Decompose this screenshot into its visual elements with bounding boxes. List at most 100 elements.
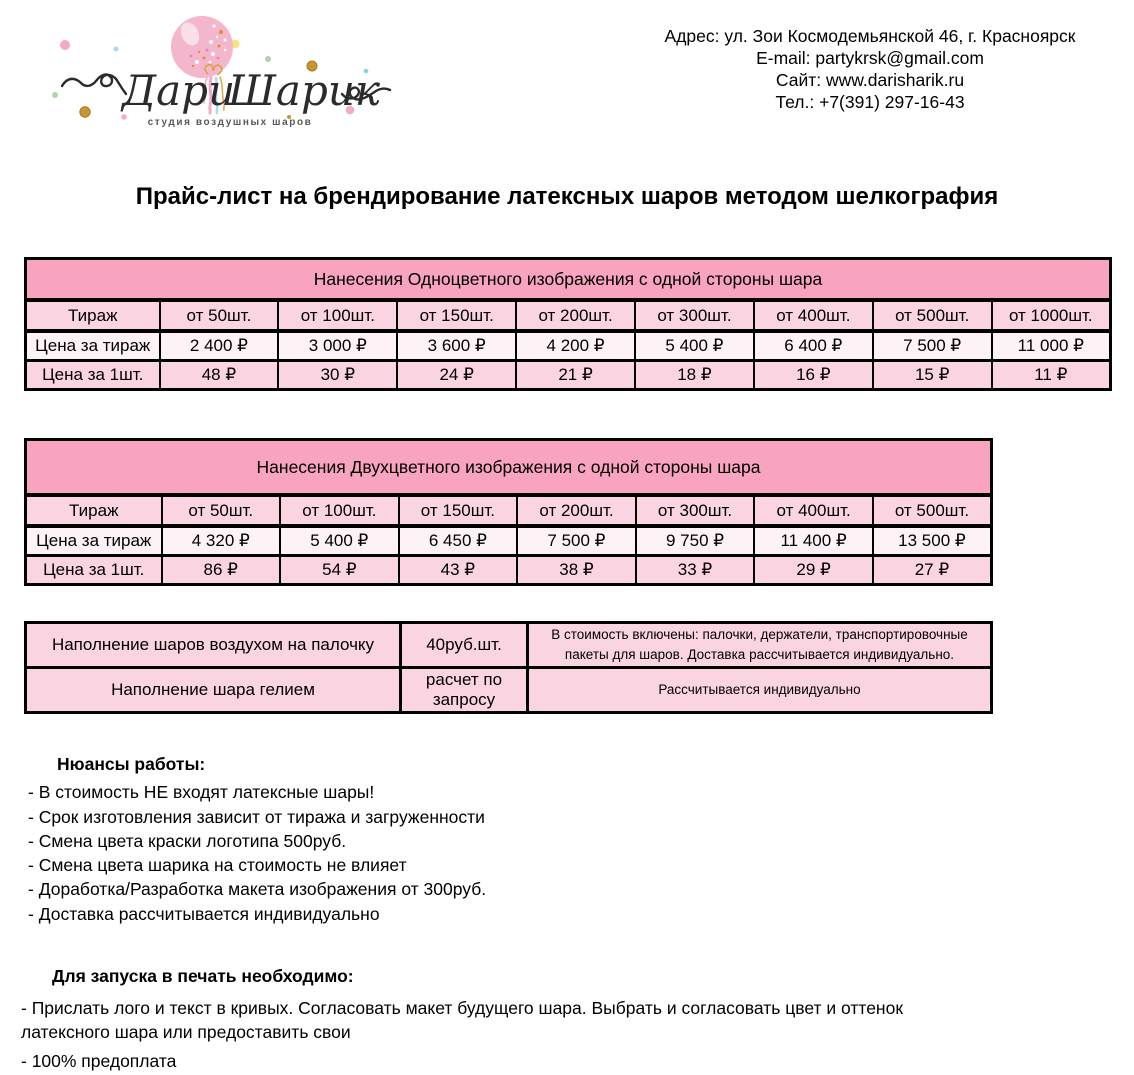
qty-cell: от 1000шт.: [990, 299, 1112, 333]
price-cell: 24 ₽: [396, 359, 518, 391]
service-note: Рассчитывается индивидуально: [526, 666, 993, 714]
service-price: 40руб.шт.: [399, 621, 529, 669]
balloon-icon: [171, 16, 233, 115]
qty-cell: от 200шт.: [516, 494, 637, 528]
print-requirements-heading: Для запуска в печать необходимо:: [52, 966, 354, 986]
page-title: Прайс-лист на брендирование латексных ша…: [135, 183, 999, 210]
price-cell: 4 200 ₽: [515, 330, 636, 362]
nuances-item: - Срок изготовления зависит от тиража и …: [28, 806, 485, 827]
price-cell: 38 ₽: [516, 554, 637, 586]
brand-name-part2: Шарик: [227, 66, 381, 115]
service-label: Наполнение шаров воздухом на палочку: [24, 621, 402, 669]
price-cell: 3 000 ₽: [277, 330, 399, 362]
unit-price-row: Цена за 1шт. 48 ₽ 30 ₽ 24 ₽ 21 ₽ 18 ₽ 16…: [24, 359, 1112, 391]
price-cell: 18 ₽: [634, 359, 755, 391]
brand-tagline: студия воздушных шаров: [148, 117, 313, 128]
price-cell: 6 400 ₽: [752, 330, 874, 362]
price-cell: 3 600 ₽: [396, 330, 518, 362]
nuances-item: - В стоимость НЕ входят латексные шары!: [28, 782, 375, 803]
price-cell: 54 ₽: [279, 554, 400, 586]
qty-cell: от 200шт.: [515, 299, 636, 333]
contact-phone: Тел.: +7(391) 297-16-43: [775, 92, 965, 112]
price-cell: 9 750 ₽: [634, 525, 756, 557]
price-cell: 7 500 ₽: [516, 525, 637, 557]
qty-cell: от 100шт.: [279, 494, 400, 528]
nuances-item: - Доставка рассчитывается индивидуально: [28, 903, 380, 924]
unit-price-row: Цена за 1шт. 86 ₽ 54 ₽ 43 ₽ 38 ₽ 33 ₽ 29…: [24, 554, 993, 586]
nuances-item: - Доработка/Разработка макета изображени…: [28, 879, 487, 900]
table-title: Нанесения Двухцветного изображения с одн…: [24, 438, 993, 497]
price-cell: 4 320 ₽: [160, 525, 282, 557]
price-cell: 15 ₽: [871, 359, 993, 391]
print-requirements-item: - Прислать лого и текст в кривых. Соглас…: [21, 998, 903, 1042]
row-label: Тираж: [24, 494, 163, 528]
price-cell: 48 ₽: [158, 359, 280, 391]
qty-cell: от 150шт.: [396, 299, 518, 333]
balloon-logo-icon: Дари Шарик студия воздушных шаров: [52, 16, 392, 128]
price-cell: 11 000 ₽: [990, 330, 1112, 362]
row-label: Цена за тираж: [24, 525, 163, 557]
nuances-heading: Нюансы работы:: [57, 754, 206, 774]
two-color-price-table: Нанесения Двухцветного изображения с одн…: [24, 438, 993, 586]
price-cell: 86 ₽: [160, 554, 282, 586]
service-label: Наполнение шара гелием: [24, 666, 402, 714]
qty-cell: от 50шт.: [158, 299, 280, 333]
balloon-speckles-icon: [189, 24, 227, 68]
qty-cell: от 300шт.: [634, 299, 755, 333]
qty-cell: от 500шт.: [871, 494, 993, 528]
price-cell: 30 ₽: [277, 359, 399, 391]
run-price-row: Цена за тираж 4 320 ₽ 5 400 ₽ 6 450 ₽ 7 …: [24, 525, 993, 557]
brand-name-part1: Дари: [120, 66, 235, 115]
qty-cell: от 300шт.: [634, 494, 756, 528]
price-cell: 5 400 ₽: [634, 330, 755, 362]
service-price: расчет по запросу: [399, 666, 529, 714]
qty-cell: от 50шт.: [160, 494, 282, 528]
single-color-price-table: Нанесения Одноцветного изображения с одн…: [24, 257, 1112, 391]
contact-email: E-mail: partykrsk@gmail.com: [756, 48, 984, 68]
table-title: Нанесения Одноцветного изображения с одн…: [24, 257, 1112, 302]
price-cell: 11 ₽: [990, 359, 1112, 391]
price-cell: 29 ₽: [753, 554, 874, 586]
price-cell: 27 ₽: [871, 554, 993, 586]
price-cell: 2 400 ₽: [158, 330, 280, 362]
qty-cell: от 100шт.: [277, 299, 399, 333]
row-label: Тираж: [24, 299, 161, 333]
row-label: Цена за тираж: [24, 330, 161, 362]
price-cell: 5 400 ₽: [279, 525, 400, 557]
qty-cell: от 500шт.: [871, 299, 993, 333]
quantity-header-row: Тираж от 50шт. от 100шт. от 150шт. от 20…: [24, 299, 1112, 333]
service-row: Наполнение шара гелием расчет по запросу…: [24, 666, 993, 714]
contact-website: Сайт: www.darisharik.ru: [775, 70, 965, 90]
flourishes-icon: [60, 73, 392, 101]
logo: Дари Шарик студия воздушных шаров: [22, 2, 394, 138]
price-cell: 16 ₽: [752, 359, 874, 391]
price-cell: 33 ₽: [634, 554, 756, 586]
nuances-section: Нюансы работы: - В стоимость НЕ входят л…: [28, 752, 728, 926]
inflation-services-table: Наполнение шаров воздухом на палочку 40р…: [24, 621, 993, 714]
row-label: Цена за 1шт.: [24, 554, 163, 586]
table-header-row: Нанесения Одноцветного изображения с одн…: [24, 257, 1112, 302]
service-note: В стоимость включены: палочки, держатели…: [526, 621, 993, 669]
contact-block: Адрес: ул. Зои Космодемьянской 46, г. Кр…: [640, 25, 1100, 113]
contact-address: Адрес: ул. Зои Космодемьянской 46, г. Кр…: [664, 26, 1076, 46]
price-cell: 6 450 ₽: [397, 525, 519, 557]
nuances-item: - Смена цвета краски логотипа 500руб.: [28, 830, 347, 851]
nuances-item: - Смена цвета шарика на стоимость не вли…: [28, 855, 407, 876]
bow-icon: [204, 63, 223, 76]
flourish-left-icon: [60, 73, 128, 96]
price-cell: 7 500 ₽: [871, 330, 993, 362]
qty-cell: от 400шт.: [753, 494, 874, 528]
quantity-header-row: Тираж от 50шт. от 100шт. от 150шт. от 20…: [24, 494, 993, 528]
row-label: Цена за 1шт.: [24, 359, 161, 391]
price-cell: 13 500 ₽: [871, 525, 993, 557]
print-requirements-item: - 100% предоплата: [21, 1051, 177, 1071]
price-cell: 11 400 ₽: [753, 525, 874, 557]
price-cell: 43 ₽: [397, 554, 519, 586]
print-requirements-section: Для запуска в печать необходимо: - Присл…: [21, 964, 921, 1073]
qty-cell: от 400шт.: [752, 299, 874, 333]
run-price-row: Цена за тираж 2 400 ₽ 3 000 ₽ 3 600 ₽ 4 …: [24, 330, 1112, 362]
table-header-row: Нанесения Двухцветного изображения с одн…: [24, 438, 993, 497]
price-cell: 21 ₽: [515, 359, 636, 391]
flourish-right-icon: [340, 86, 392, 101]
